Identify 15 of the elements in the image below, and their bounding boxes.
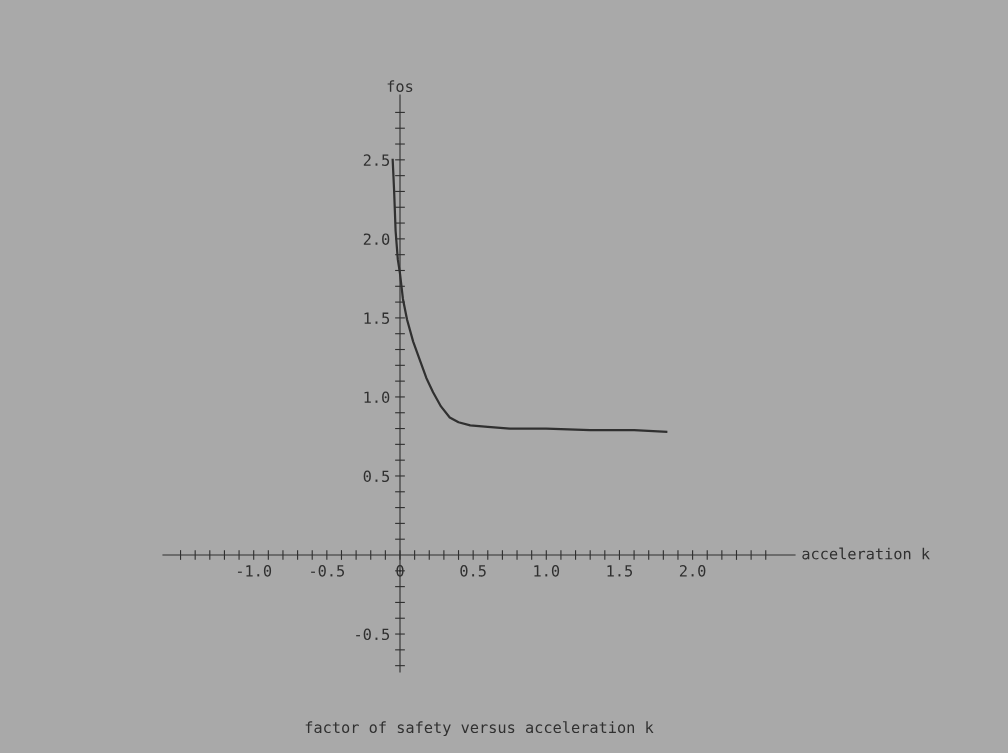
y-axis-title: fos: [387, 80, 413, 93]
y-tick-label: 1.0: [364, 391, 390, 403]
x-tick-label: -1.0: [237, 565, 272, 577]
x-tick-label: -0.5: [311, 565, 345, 577]
x-tick-label: 0.5: [460, 565, 486, 577]
x-tick-label: 1.5: [607, 565, 633, 577]
x-tick-label: 1.0: [534, 565, 560, 577]
y-tick-label: 1.5: [364, 312, 390, 324]
x-axis-title: acceleration k: [802, 547, 930, 560]
text: factor of safety versus acceleration k: [305, 721, 654, 737]
y-tick-label: 0.5: [363, 470, 390, 483]
x-tick-label: 2.0: [679, 565, 706, 577]
y-tick-label: 2.0: [363, 233, 390, 245]
y-tick-label: -0.5: [356, 628, 390, 641]
y-tick-label: 2.5: [363, 154, 390, 166]
